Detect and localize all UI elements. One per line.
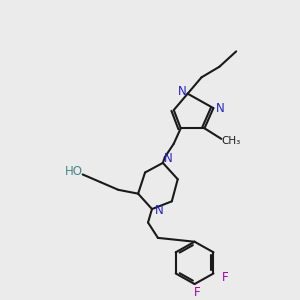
Text: HO: HO: [65, 165, 83, 178]
Text: N: N: [164, 152, 172, 165]
Text: N: N: [178, 85, 187, 98]
Text: N: N: [154, 205, 163, 218]
Text: F: F: [222, 271, 229, 284]
Text: CH₃: CH₃: [222, 136, 241, 146]
Text: N: N: [216, 102, 225, 115]
Text: F: F: [194, 286, 201, 299]
